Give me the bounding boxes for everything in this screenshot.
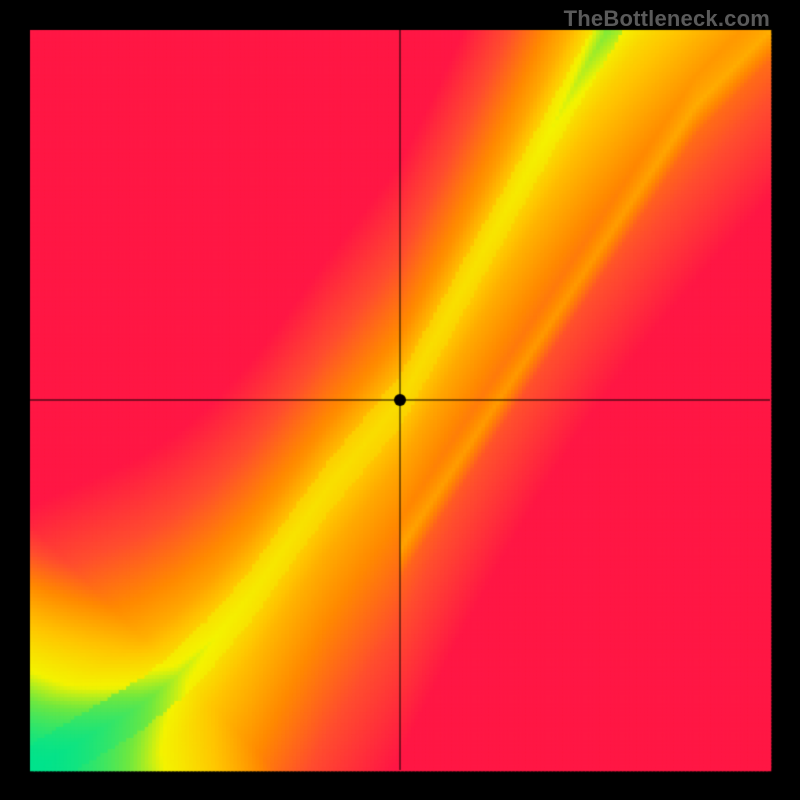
chart-container: TheBottleneck.com xyxy=(0,0,800,800)
watermark-label: TheBottleneck.com xyxy=(564,6,770,32)
bottleneck-heatmap-canvas xyxy=(0,0,800,800)
